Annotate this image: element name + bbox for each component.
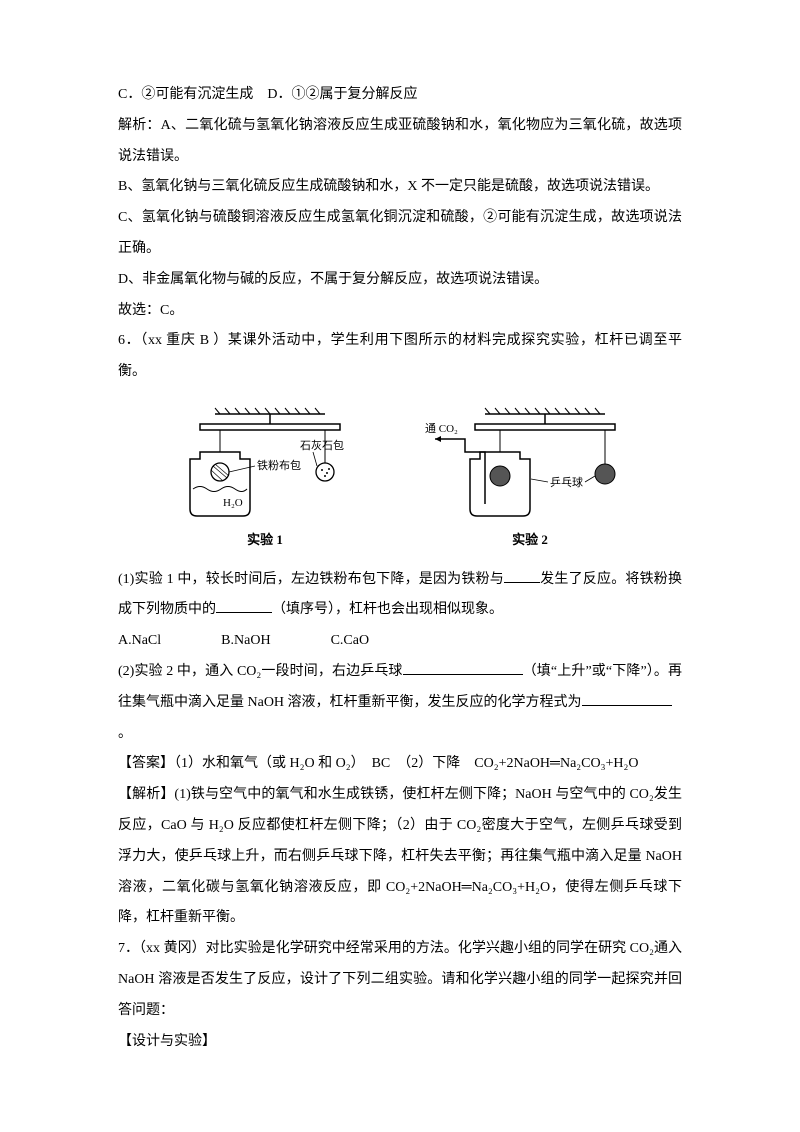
explanation: 【解析】(1)铁与空气中的氧气和水生成铁锈，使杠杆左侧下降；NaOH 与空气中的…	[118, 780, 682, 934]
design-heading: 【设计与实验】	[118, 1027, 682, 1058]
question-1: (1)实验 1 中，较长时间后，左边铁粉布包下降，是因为铁粉与发生了反应。将铁粉…	[118, 565, 682, 627]
blank	[403, 674, 523, 675]
experiment-2-diagram: 通 CO₂ 乒乓球 实验 2	[425, 404, 635, 555]
option-c: C.CaO	[331, 626, 370, 657]
question-7: 7．（xx 黄冈）对比实验是化学研究中经常采用的方法。化学兴趣小组的同学在研究 …	[118, 934, 682, 1026]
question-6: 6．（xx 重庆 B ）某课外活动中，学生利用下图所示的材料完成探究实验，杠杆已…	[118, 326, 682, 388]
h2o-label: H₂O	[223, 497, 243, 509]
text-line: D、非金属氧化物与碱的反应，不属于复分解反应，故选项说法错误。	[118, 265, 682, 296]
text-line: C、氢氧化钠与硫酸铜溶液反应生成氢氧化铜沉淀和硫酸，②可能有沉淀生成，故选项说法…	[118, 203, 682, 265]
text-line: 故选：C。	[118, 296, 682, 327]
document-page: C．②可能有沉淀生成 D．①②属于复分解反应 解析：A、二氧化硫与氢氧化钠溶液反…	[0, 0, 800, 1132]
experiment-2-label: 实验 2	[425, 526, 635, 555]
lime-label: 石灰石包	[300, 438, 344, 452]
question-2: (2)实验 2 中，通入 CO₂一段时间，右边乒乓球（填“上升”或“下降”）。再…	[118, 657, 682, 719]
text-line: 解析：A、二氧化硫与氢氧化钠溶液反应生成亚硫酸钠和水，氧化物应为三氧化硫，故选项…	[118, 111, 682, 173]
pingpong-label: 乒乓球	[550, 475, 583, 489]
blank	[582, 705, 672, 706]
blank	[504, 582, 540, 583]
q1-part-c: （填序号），杠杆也会出现相似现象。	[272, 602, 503, 617]
answer-line: 【答案】（1）水和氧气（或 H₂O 和 O₂） BC （2）下降 CO₂+2Na…	[118, 749, 682, 780]
options-row: A.NaCl B.NaOH C.CaO	[118, 626, 682, 657]
experiment-diagrams: 铁粉布包 石灰石包 H₂O 实验 1 通 CO₂ 乒乓球 实验 2	[118, 404, 682, 555]
co2-label: 通 CO₂	[425, 422, 458, 435]
option-b: B.NaOH	[221, 626, 270, 657]
q1-part-a: (1)实验 1 中，较长时间后，左边铁粉布包下降，是因为铁粉与	[118, 572, 504, 587]
text-line: C．②可能有沉淀生成 D．①②属于复分解反应	[118, 80, 682, 111]
option-a: A.NaCl	[118, 626, 161, 657]
question-2-tail: 。	[118, 719, 682, 750]
q2-part-a: (2)实验 2 中，通入 CO₂一段时间，右边乒乓球	[118, 664, 403, 679]
experiment-1-diagram: 铁粉布包 石灰石包 H₂O 实验 1	[165, 404, 365, 555]
text-line: B、氢氧化钠与三氧化硫反应生成硫酸钠和水，X 不一定只能是硫酸，故选项说法错误。	[118, 172, 682, 203]
iron-label: 铁粉布包	[257, 459, 301, 472]
blank	[216, 612, 272, 613]
experiment-1-label: 实验 1	[165, 526, 365, 555]
